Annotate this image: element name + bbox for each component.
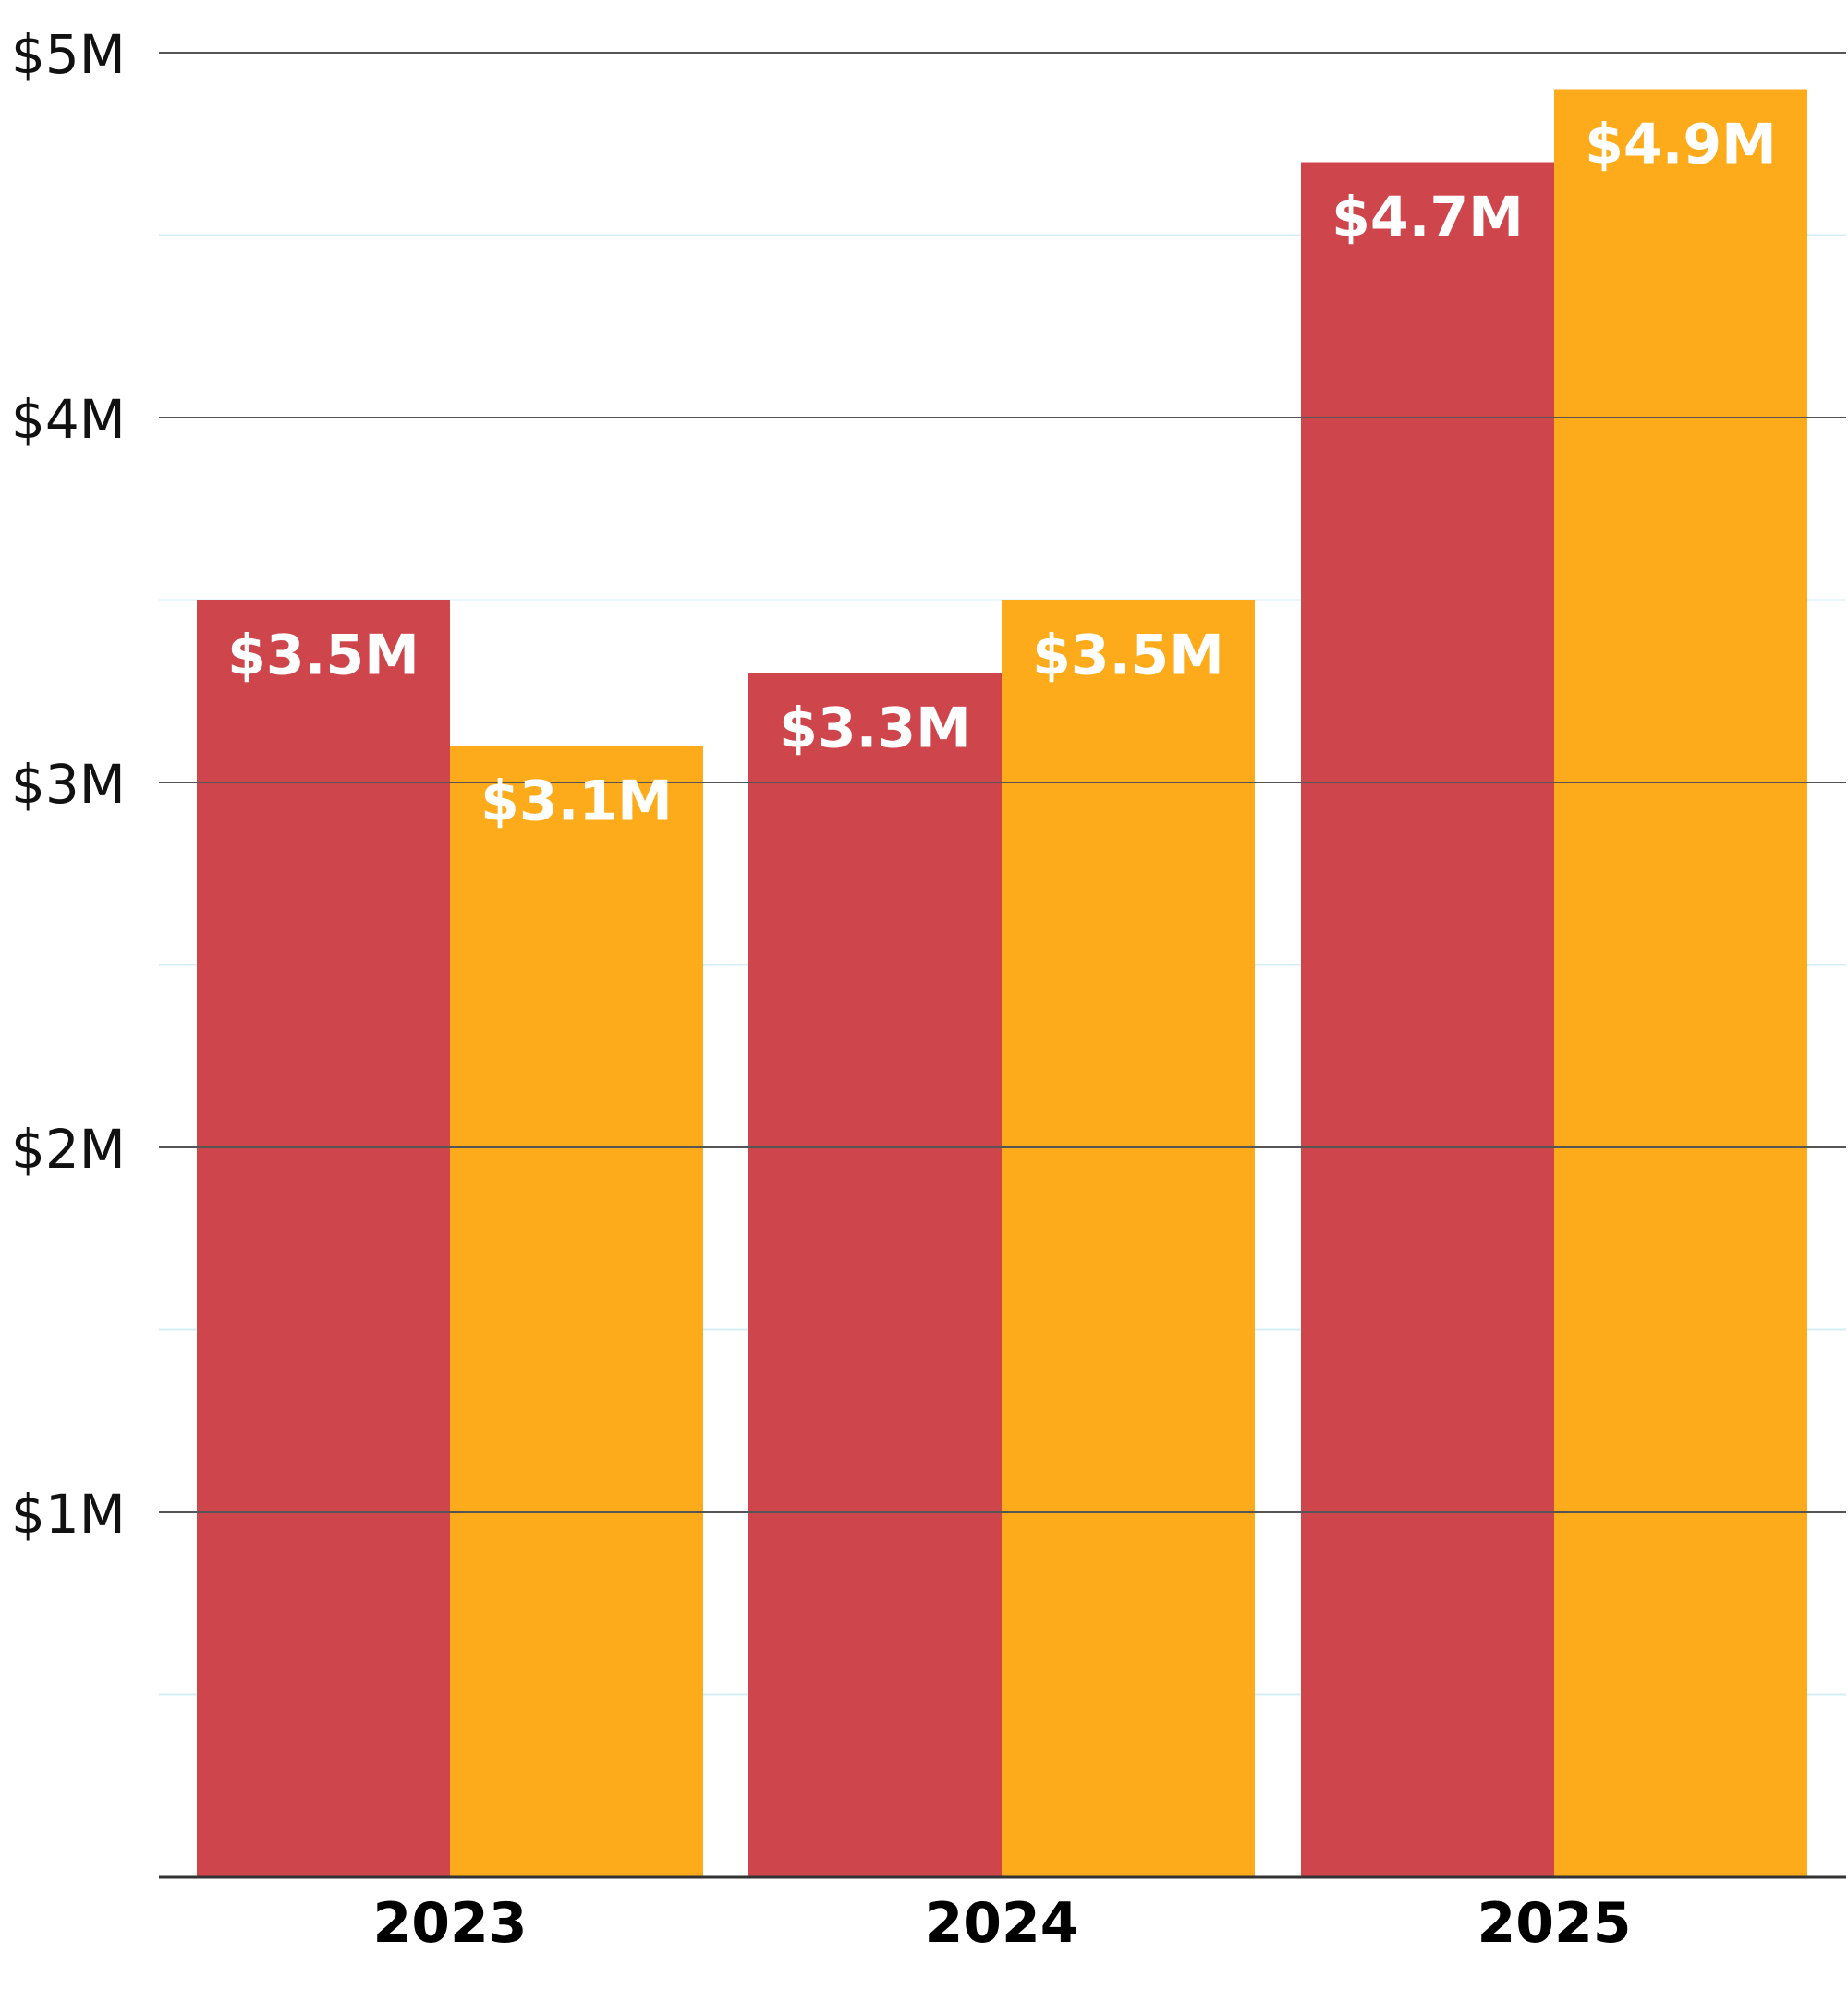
data-label-2024-series-2: $3.5M — [1032, 624, 1224, 688]
data-label-2025-series-2: $4.9M — [1585, 113, 1777, 177]
y-tick-label: $3M — [11, 753, 126, 816]
y-tick-label: $4M — [11, 388, 126, 451]
data-label-2025-series-1: $4.7M — [1331, 186, 1524, 250]
data-labels: $3.5M $3.1M $3.3M $3.5M $4.7M $4.9M — [227, 113, 1777, 834]
y-tick-label: $1M — [11, 1483, 126, 1546]
bars — [197, 89, 1807, 1877]
bar-2023-series-2 — [450, 746, 703, 1877]
x-tick-label: 2025 — [1477, 1891, 1632, 1956]
y-tick-label: $5M — [11, 23, 126, 86]
x-axis: 2023 2024 2025 — [159, 1875, 1846, 1956]
data-label-2023-series-1: $3.5M — [227, 624, 419, 688]
y-axis: $1M $2M $3M $4M $5M — [11, 23, 126, 1546]
data-label-2024-series-1: $3.3M — [779, 697, 971, 761]
bar-2023-series-1 — [197, 600, 450, 1877]
x-tick-label: 2023 — [373, 1891, 528, 1956]
x-tick-label: 2024 — [925, 1891, 1079, 1956]
bar-2025-series-1 — [1301, 162, 1554, 1877]
y-tick-label: $2M — [11, 1118, 126, 1181]
data-label-2023-series-2: $3.1M — [480, 770, 673, 834]
bar-2025-series-2 — [1554, 89, 1807, 1877]
major-gridlines — [159, 52, 1846, 1513]
bar-2024-series-1 — [748, 673, 1002, 1877]
bar-2024-series-2 — [1002, 600, 1255, 1877]
